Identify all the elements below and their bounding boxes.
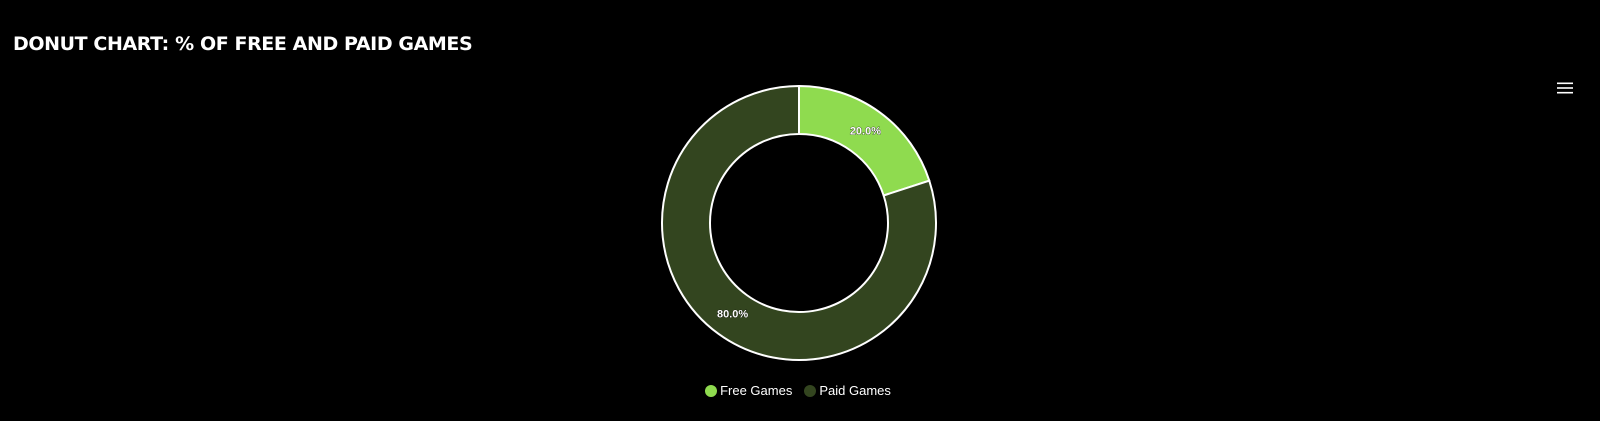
chart-legend: Free Games Paid Games (0, 383, 1598, 398)
data-label-paid-games: 80.0% (717, 308, 748, 320)
donut-slice-free-games[interactable] (798, 84, 931, 197)
chart-menu-button[interactable] (1554, 78, 1576, 98)
legend-item-free-games[interactable]: Free Games (705, 383, 792, 398)
donut-slice-paid-games[interactable] (661, 84, 937, 361)
legend-marker-paid-games (804, 384, 817, 397)
legend-label-paid-games: Paid Games (819, 383, 891, 398)
legend-marker-free-games (705, 384, 718, 397)
hamburger-menu-icon (1557, 82, 1573, 94)
legend-label-free-games: Free Games (720, 383, 793, 398)
legend-item-paid-games[interactable]: Paid Games (804, 383, 891, 398)
chart-title: DONUT CHART: % OF FREE AND PAID GAMES (13, 33, 473, 55)
data-label-free-games: 20.0% (850, 125, 881, 137)
